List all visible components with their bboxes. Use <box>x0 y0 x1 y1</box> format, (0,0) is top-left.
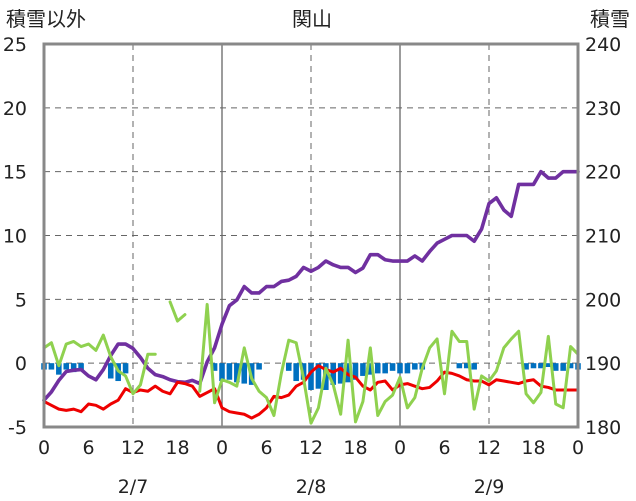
precip-bar <box>560 363 566 371</box>
right-tick-label: 240 <box>585 34 621 56</box>
precip-bar <box>538 363 544 369</box>
series-line <box>42 169 580 402</box>
precip-bar <box>308 363 314 390</box>
precip-bar <box>382 363 388 374</box>
precip-bar <box>530 363 537 369</box>
x-tick-label: 6 <box>260 437 272 459</box>
left-tick-label: 5 <box>15 289 27 311</box>
x-tick-label: 18 <box>165 437 189 459</box>
precip-bar <box>330 363 337 385</box>
precip-bar <box>337 363 344 384</box>
x-tick-label: 18 <box>343 437 367 459</box>
date-label: 2/8 <box>296 476 327 498</box>
x-tick-label: 6 <box>438 437 450 459</box>
date-label: 2/9 <box>474 476 505 498</box>
precip-bar <box>56 363 62 375</box>
precip-bar <box>323 363 329 390</box>
right-tick-label: 180 <box>585 417 621 439</box>
precip-bar <box>293 363 299 382</box>
right-axis-label: 積雪 <box>590 7 630 31</box>
precip-bar <box>285 363 292 371</box>
x-tick-label: 12 <box>477 437 501 459</box>
right-tick-label: 220 <box>585 162 621 184</box>
x-tick-label: 12 <box>299 437 323 459</box>
precip-bar <box>219 363 225 382</box>
plot-frame <box>42 42 580 429</box>
precip-bar <box>389 363 396 371</box>
series-line <box>42 300 580 425</box>
x-tick-label: 0 <box>38 437 50 459</box>
precip-bars <box>41 363 581 390</box>
x-tick-label: 0 <box>572 437 584 459</box>
x-tick-label: 18 <box>521 437 545 459</box>
precip-bar <box>523 363 529 370</box>
precip-bar <box>567 363 574 369</box>
precip-bar <box>412 363 418 370</box>
right-tick-label: 190 <box>585 353 621 375</box>
left-tick-label: 25 <box>3 34 27 56</box>
left-tick-label: -5 <box>8 417 27 439</box>
precip-bar <box>63 363 70 370</box>
x-tick-label: 12 <box>121 437 145 459</box>
precip-bar <box>367 363 374 375</box>
x-tick-label: 0 <box>394 437 406 459</box>
precip-bar <box>241 363 248 384</box>
precip-bar <box>70 363 77 373</box>
precip-bar <box>78 363 84 370</box>
precip-bar <box>107 363 114 379</box>
precip-bar <box>315 363 322 389</box>
left-tick-label: 0 <box>15 353 27 375</box>
precip-bar <box>122 363 129 374</box>
right-tick-label: 210 <box>585 226 621 248</box>
precip-bar <box>397 363 403 374</box>
precip-bar <box>352 363 359 380</box>
precip-bar <box>48 363 55 370</box>
precip-bar <box>545 363 552 367</box>
left-tick-label: 15 <box>3 162 27 184</box>
x-tick-label: 6 <box>82 437 94 459</box>
right-tick-label: 200 <box>585 289 621 311</box>
precip-bar <box>234 363 240 383</box>
precip-bar <box>463 363 470 369</box>
left-axis-label: 積雪以外 <box>6 7 86 31</box>
precip-bar <box>552 363 559 371</box>
precip-bar <box>211 363 218 371</box>
x-tick-label: 0 <box>216 437 228 459</box>
left-tick-label: 10 <box>3 226 27 248</box>
precip-bar <box>404 363 411 374</box>
precip-bar <box>226 363 233 380</box>
left-tick-label: 20 <box>3 98 27 120</box>
precip-bar <box>256 363 262 370</box>
precip-bar <box>360 363 366 376</box>
precip-bar <box>374 363 381 374</box>
right-tick-label: 230 <box>585 98 621 120</box>
precip-bar <box>471 363 477 370</box>
date-label: 2/7 <box>118 476 149 498</box>
precip-bar <box>456 363 463 369</box>
chart-title: 関山 <box>292 7 332 31</box>
data-lines <box>42 169 580 425</box>
